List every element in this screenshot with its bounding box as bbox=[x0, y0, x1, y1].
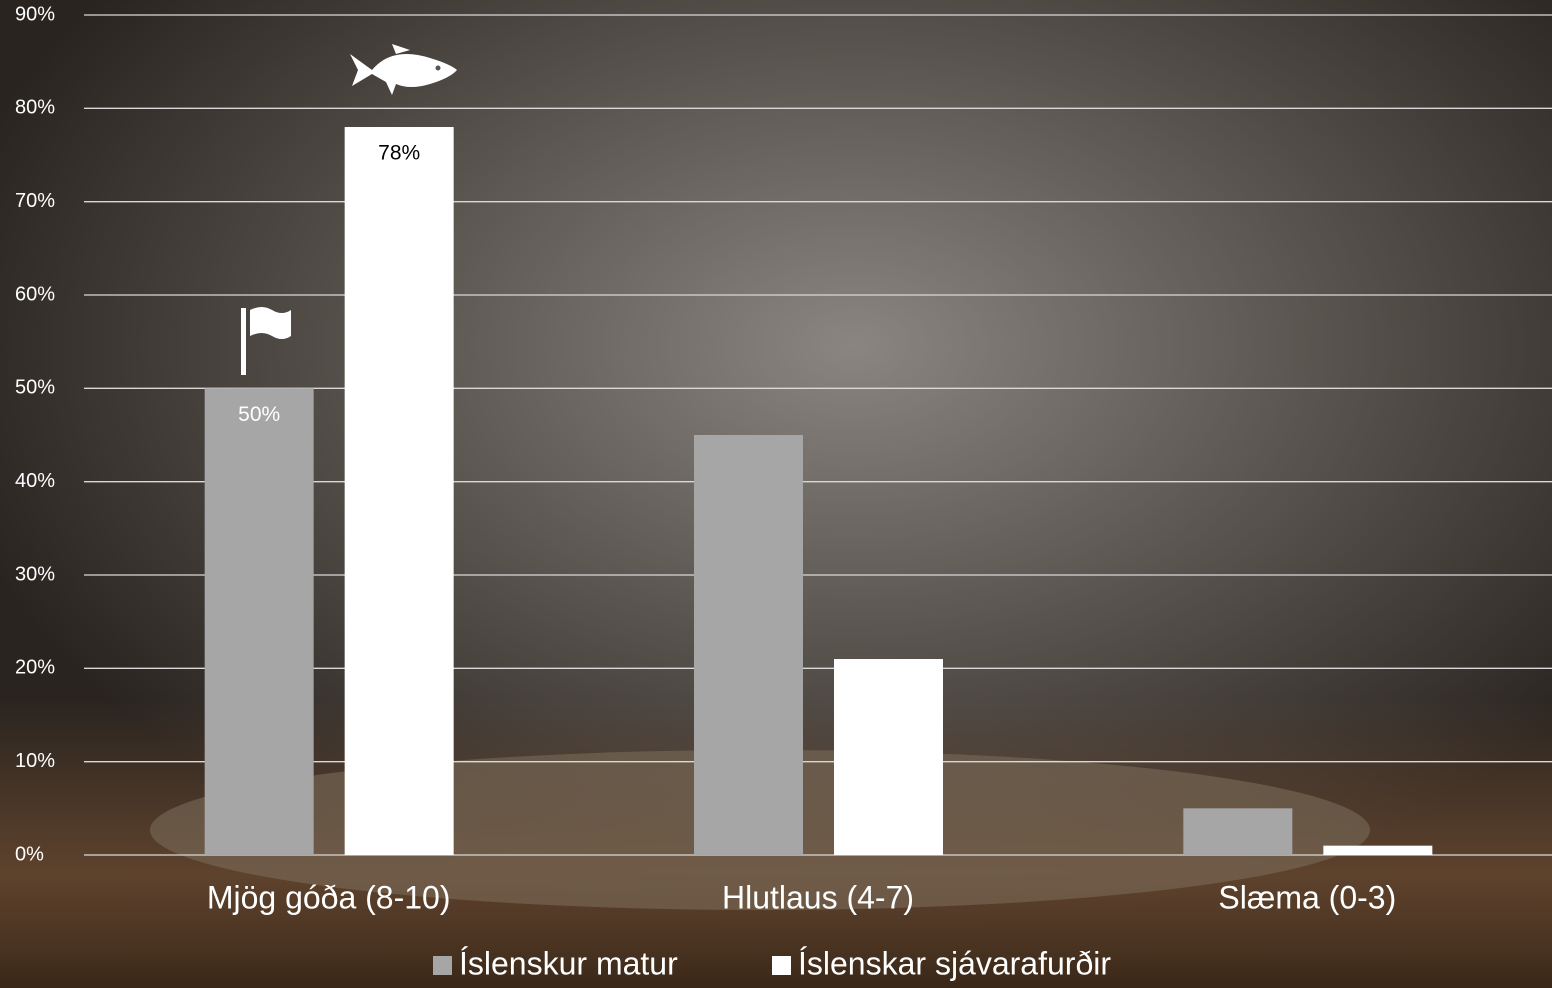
x-tick-label: Mjög góða (8-10) bbox=[207, 879, 451, 915]
legend-swatch bbox=[772, 956, 791, 975]
bar bbox=[345, 127, 454, 855]
y-tick-label: 20% bbox=[15, 657, 55, 679]
y-tick-label: 80% bbox=[15, 97, 55, 119]
page: Íslenskur matur Íslenskar sjávarafurðir 0… bbox=[0, 0, 1552, 988]
chart: Íslenskur matur Íslenskar sjávarafurðir 0… bbox=[0, 0, 1552, 988]
y-tick-label: 10% bbox=[15, 750, 55, 772]
bar bbox=[694, 435, 803, 855]
bar bbox=[1323, 846, 1432, 855]
bar bbox=[1183, 808, 1292, 855]
y-tick-label: 30% bbox=[15, 563, 55, 585]
y-tick-label: 70% bbox=[15, 190, 55, 212]
y-tick-label: 90% bbox=[15, 3, 55, 25]
y-tick-label: 40% bbox=[15, 470, 55, 492]
x-tick-label: Hlutlaus (4-7) bbox=[722, 879, 914, 915]
bar bbox=[205, 388, 314, 855]
legend-label: Íslenskur matur bbox=[459, 945, 678, 981]
bar bbox=[834, 659, 943, 855]
y-tick-label: 60% bbox=[15, 283, 55, 305]
data-label: 78% bbox=[378, 142, 420, 165]
y-tick-label: 0% bbox=[15, 843, 44, 865]
y-tick-label: 50% bbox=[15, 377, 55, 399]
legend-swatch bbox=[433, 956, 452, 975]
x-tick-label: Slæma (0-3) bbox=[1218, 879, 1396, 915]
data-label: 50% bbox=[238, 403, 280, 426]
legend-label: Íslenskar sjávarafurðir bbox=[798, 945, 1111, 981]
